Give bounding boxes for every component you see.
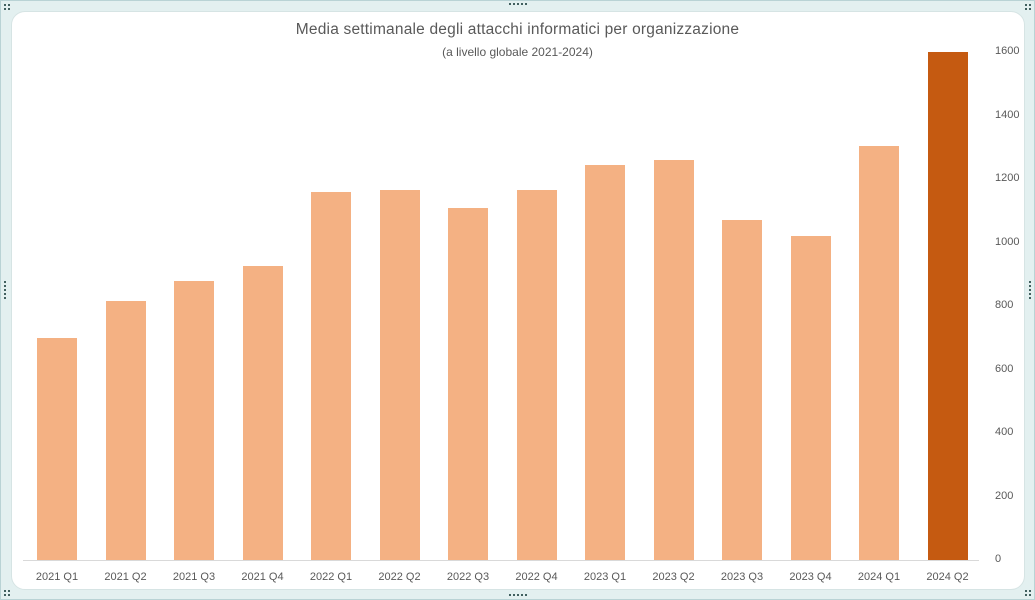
bar-2024-q1[interactable] bbox=[859, 146, 899, 560]
handle-dot bbox=[4, 285, 6, 287]
handle-dot bbox=[1025, 4, 1027, 6]
handle-dot bbox=[4, 590, 6, 592]
handle-dot bbox=[525, 594, 527, 596]
handle-dot bbox=[8, 4, 10, 6]
y-tick-600: 600 bbox=[995, 362, 1014, 375]
x-label-2022-q2: 2022 Q2 bbox=[378, 571, 421, 583]
selection-handle-middle-right-icon[interactable] bbox=[1029, 281, 1031, 299]
handle-dot bbox=[4, 594, 6, 596]
handle-dot bbox=[8, 594, 10, 596]
bar-2022-q3[interactable] bbox=[448, 208, 488, 560]
selection-handle-top-center-icon[interactable] bbox=[509, 3, 527, 5]
y-tick-0: 0 bbox=[995, 553, 1002, 565]
selection-handle-middle-left-icon[interactable] bbox=[4, 281, 6, 299]
y-tick-1400: 1400 bbox=[995, 108, 1020, 121]
x-label-2023-q2: 2023 Q2 bbox=[652, 571, 695, 583]
handle-dot bbox=[509, 3, 511, 5]
bar-2021-q4[interactable] bbox=[242, 266, 283, 560]
x-label-2022-q1: 2022 Q1 bbox=[309, 571, 353, 583]
y-tick-400: 400 bbox=[995, 426, 1014, 438]
handle-dot bbox=[525, 3, 527, 5]
handle-dot bbox=[517, 594, 519, 596]
handle-dot bbox=[1029, 285, 1031, 287]
handle-dot bbox=[521, 3, 523, 5]
handle-dot bbox=[1029, 297, 1031, 299]
handle-dot bbox=[509, 594, 511, 596]
x-label-2022-q4: 2022 Q4 bbox=[515, 571, 558, 583]
handle-dot bbox=[517, 3, 519, 5]
handle-dot bbox=[4, 289, 6, 291]
selection-handle-bottom-left-icon[interactable] bbox=[4, 590, 10, 596]
y-tick-1200: 1200 bbox=[995, 172, 1020, 184]
y-tick-800: 800 bbox=[995, 299, 1014, 311]
bar-2024-q2[interactable] bbox=[927, 52, 968, 560]
bar-2021-q1[interactable] bbox=[37, 338, 77, 560]
handle-dot bbox=[1025, 594, 1027, 596]
selection-handle-bottom-center-icon[interactable] bbox=[509, 594, 527, 596]
bar-2021-q2[interactable] bbox=[105, 301, 146, 560]
x-label-2023-q1: 2023 Q1 bbox=[583, 571, 627, 583]
selection-handle-bottom-right-icon[interactable] bbox=[1025, 590, 1031, 596]
bar-2022-q4[interactable] bbox=[516, 190, 557, 560]
bar-2023-q1[interactable] bbox=[585, 165, 625, 560]
handle-dot bbox=[1029, 4, 1031, 6]
handle-dot bbox=[4, 297, 6, 299]
y-tick-200: 200 bbox=[995, 489, 1014, 502]
handle-dot bbox=[521, 594, 523, 596]
selection-handle-top-right-icon[interactable] bbox=[1025, 4, 1031, 10]
x-label-2021-q4: 2021 Q4 bbox=[241, 571, 284, 583]
chart-title: Media settimanale degli attacchi informa… bbox=[295, 21, 740, 38]
handle-dot bbox=[4, 281, 6, 283]
handle-dot bbox=[8, 8, 10, 10]
handle-dot bbox=[1025, 590, 1027, 592]
handle-dot bbox=[1029, 293, 1031, 295]
x-label-2024-q2: 2024 Q2 bbox=[926, 571, 969, 583]
x-axis-line bbox=[23, 560, 979, 561]
handle-dot bbox=[1029, 594, 1031, 596]
x-label-2021-q3: 2021 Q3 bbox=[172, 571, 216, 583]
x-label-2021-q2: 2021 Q2 bbox=[104, 571, 147, 583]
handle-dot bbox=[1029, 281, 1031, 283]
bar-2023-q3[interactable] bbox=[722, 220, 762, 560]
y-tick-1000: 1000 bbox=[995, 235, 1020, 248]
x-label-2021-q1: 2021 Q1 bbox=[35, 571, 79, 583]
handle-dot bbox=[4, 8, 6, 10]
handle-dot bbox=[8, 590, 10, 592]
x-label-2024-q1: 2024 Q1 bbox=[857, 571, 901, 583]
bar-2023-q4[interactable] bbox=[790, 236, 831, 560]
x-label-2023-q3: 2023 Q3 bbox=[720, 571, 764, 583]
bar-2023-q2[interactable] bbox=[653, 160, 694, 560]
chart-subtitle: (a livello globale 2021-2024) bbox=[442, 45, 593, 59]
bar-2021-q3[interactable] bbox=[174, 281, 214, 560]
bar-2022-q2[interactable] bbox=[379, 190, 420, 560]
bar-2022-q1[interactable] bbox=[311, 192, 351, 560]
x-label-2023-q4: 2023 Q4 bbox=[789, 571, 832, 583]
y-tick-1600: 1600 bbox=[995, 45, 1020, 57]
handle-dot bbox=[4, 293, 6, 295]
handle-dot bbox=[1029, 8, 1031, 10]
x-label-2022-q3: 2022 Q3 bbox=[446, 571, 490, 583]
handle-dot bbox=[513, 594, 515, 596]
handle-dot bbox=[4, 4, 6, 6]
handle-dot bbox=[1025, 8, 1027, 10]
handle-dot bbox=[1029, 590, 1031, 592]
selection-handle-top-left-icon[interactable] bbox=[4, 4, 10, 10]
handle-dot bbox=[513, 3, 515, 5]
handle-dot bbox=[1029, 289, 1031, 291]
